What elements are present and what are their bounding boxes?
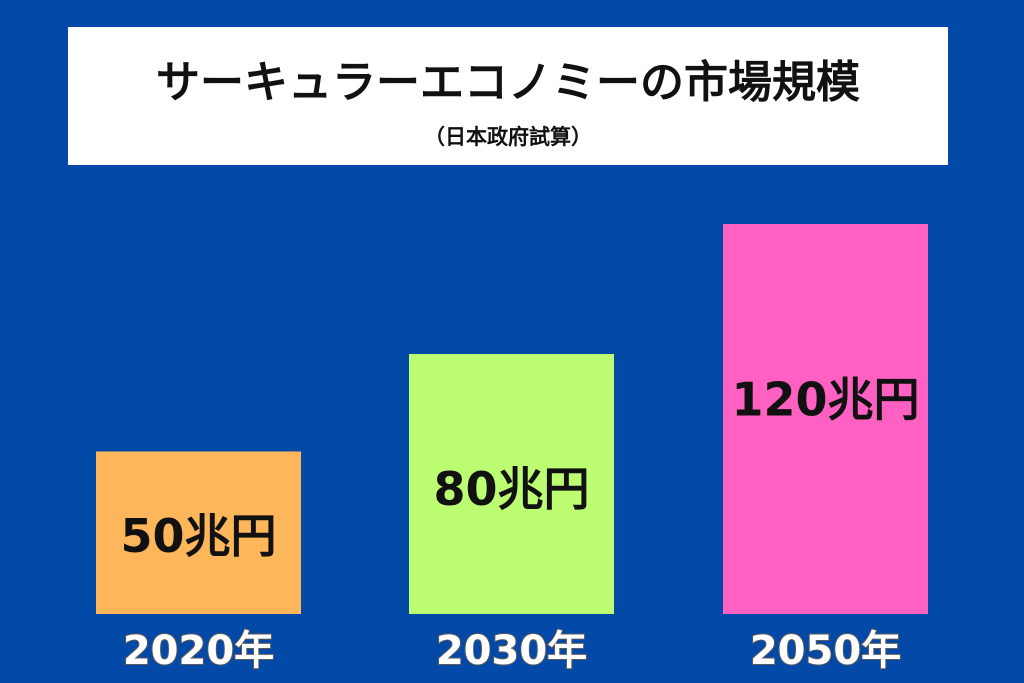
category-label: 2030年 [436, 628, 587, 674]
title-box: サーキュラーエコノミーの市場規模 （日本政府試算） [68, 27, 948, 165]
bar-value-label: 80兆円 [433, 462, 589, 516]
chart-title: サーキュラーエコノミーの市場規模 [156, 57, 860, 108]
bar-value-label: 120兆円 [731, 373, 919, 427]
chart-subtitle: （日本政府試算） [424, 125, 592, 149]
category-label: 2050年 [750, 628, 901, 674]
category-label: 2020年 [123, 628, 274, 674]
bar-2 [409, 354, 614, 614]
bar-1 [96, 451, 301, 614]
bar-3 [723, 224, 928, 614]
bar-value-label: 50兆円 [120, 509, 276, 563]
